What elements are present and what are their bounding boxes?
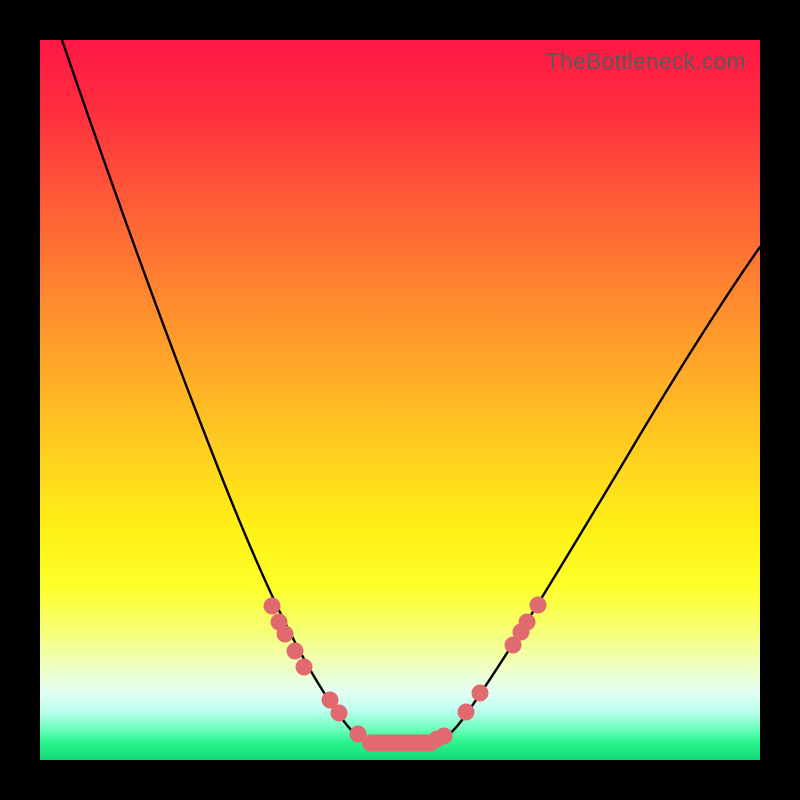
watermark-text: TheBottleneck.com bbox=[546, 48, 746, 75]
data-point-marker bbox=[350, 726, 367, 743]
curve-right-branch bbox=[435, 247, 760, 743]
plot-area: TheBottleneck.com bbox=[40, 40, 760, 760]
data-point-marker bbox=[296, 659, 313, 676]
data-point-marker bbox=[519, 614, 536, 631]
data-point-marker bbox=[277, 626, 294, 643]
data-point-marker bbox=[331, 705, 348, 722]
data-point-marker bbox=[458, 704, 475, 721]
curve-left-branch bbox=[62, 40, 368, 743]
data-point-marker bbox=[287, 643, 304, 660]
curve-layer bbox=[40, 40, 760, 760]
chart-frame: TheBottleneck.com bbox=[0, 0, 800, 800]
data-point-marker bbox=[530, 597, 547, 614]
data-point-marker bbox=[264, 598, 281, 615]
data-point-marker bbox=[436, 728, 453, 745]
bottom-flat-segment bbox=[362, 735, 439, 752]
data-point-marker bbox=[472, 685, 489, 702]
